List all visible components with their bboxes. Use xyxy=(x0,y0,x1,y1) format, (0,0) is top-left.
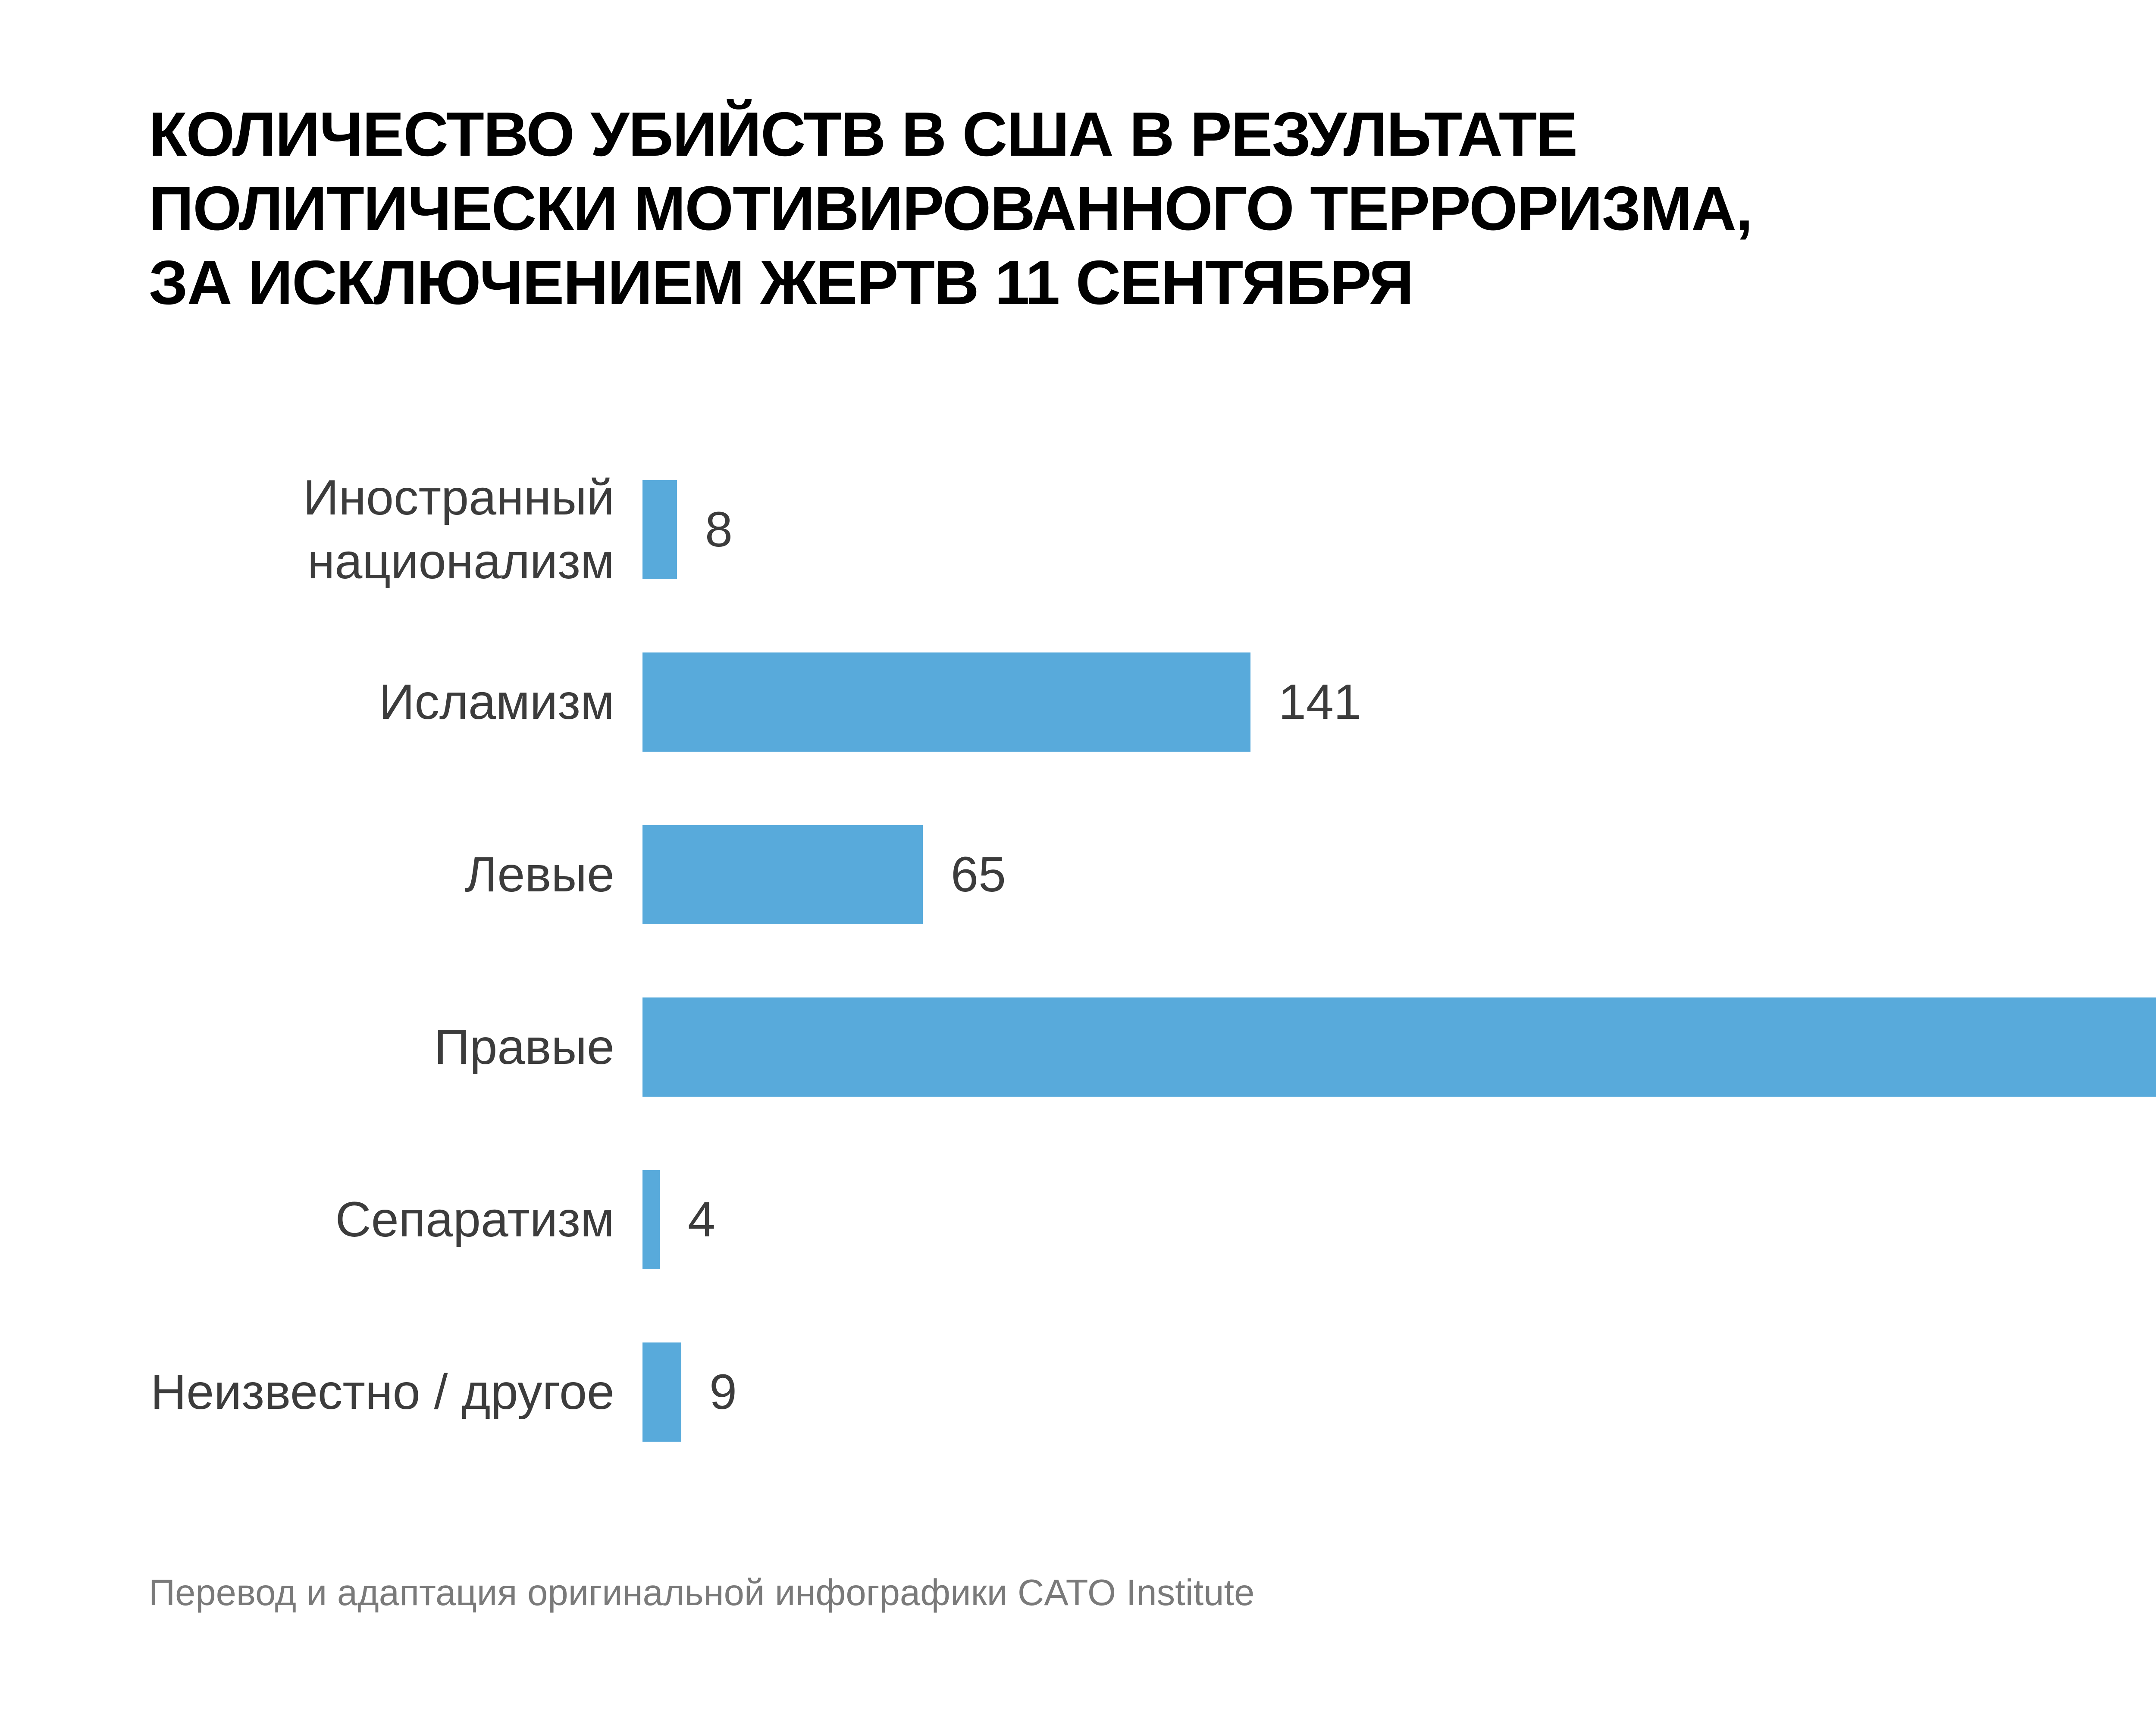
bar xyxy=(642,1342,681,1442)
bar xyxy=(642,825,923,924)
chart-title: КОЛИЧЕСТВО УБИЙСТВ В США В РЕЗУЛЬТАТЕ ПО… xyxy=(149,97,1753,320)
category-label: Правые xyxy=(434,1019,614,1075)
value-label: 4 xyxy=(688,1192,715,1247)
bar xyxy=(642,652,1250,752)
chart-title-line-3: ЗА ИСКЛЮЧЕНИЕМ ЖЕРТВ 11 СЕНТЯБРЯ xyxy=(149,248,1414,317)
chart-row: Исламизм 141 xyxy=(65,616,2156,788)
horizontal-bar-chart: Иностранный национализм 8 Исламизм 141 Левые… xyxy=(65,443,2156,1478)
category-label: Неизвестно / другое xyxy=(150,1364,614,1420)
chart-row: Правые391 xyxy=(65,961,2156,1133)
category-label: Левые xyxy=(464,847,614,902)
bar xyxy=(642,997,2156,1097)
value-label: 141 xyxy=(1279,674,1361,730)
bar xyxy=(642,480,677,579)
chart-row: Левые 65 xyxy=(65,788,2156,961)
chart-row: Неизвестно / другое 9 xyxy=(65,1306,2156,1478)
chart-row: Сепаратизм 4 xyxy=(65,1133,2156,1306)
category-label: Исламизм xyxy=(379,674,614,730)
category-label: Иностранный национализм xyxy=(303,470,614,589)
bar xyxy=(642,1170,660,1269)
value-label: 8 xyxy=(705,502,733,557)
value-label: 65 xyxy=(951,847,1006,902)
source-attribution: Перевод и адаптация оригинальной инфогра… xyxy=(149,1572,1255,1613)
value-label: 9 xyxy=(709,1364,737,1420)
category-label: Сепаратизм xyxy=(335,1192,614,1247)
chart-title-line-2: ПОЛИТИЧЕСКИ МОТИВИРОВАННОГО ТЕРРОРИЗМА, xyxy=(149,173,1753,243)
chart-row: Иностранный национализм 8 xyxy=(65,443,2156,616)
chart-title-line-1: КОЛИЧЕСТВО УБИЙСТВ В США В РЕЗУЛЬТАТЕ xyxy=(149,99,1578,169)
